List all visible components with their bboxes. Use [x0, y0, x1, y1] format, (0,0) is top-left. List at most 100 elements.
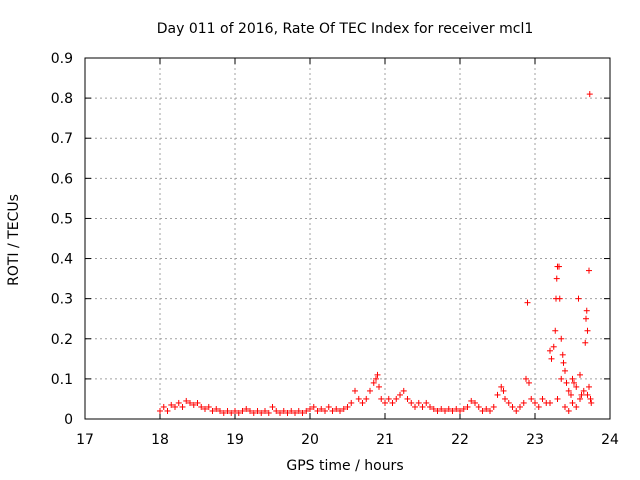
data-point: [558, 375, 565, 382]
data-point: [172, 403, 178, 410]
data-point: [250, 409, 257, 416]
y-tick-label: 0.1: [51, 372, 73, 388]
data-point: [318, 405, 325, 412]
data-point: [505, 399, 512, 406]
x-tick-label: 24: [601, 432, 619, 448]
data-point: [464, 403, 471, 410]
data-point: [220, 409, 227, 416]
data-point: [513, 407, 520, 414]
data-points: [157, 91, 595, 416]
data-point: [583, 307, 590, 314]
x-tick-label: 23: [526, 432, 544, 448]
data-point: [370, 379, 377, 386]
data-point: [483, 405, 490, 412]
data-point: [468, 397, 475, 404]
data-point: [586, 267, 592, 274]
data-point: [498, 383, 505, 390]
y-tick-label: 0.2: [51, 332, 73, 348]
data-point: [389, 399, 396, 406]
data-point: [385, 395, 392, 402]
data-point: [430, 405, 437, 412]
data-point: [445, 405, 452, 412]
data-point: [586, 383, 592, 390]
data-point: [442, 407, 448, 414]
data-point: [500, 387, 507, 394]
data-point: [373, 375, 379, 382]
data-point: [243, 405, 250, 412]
data-point: [548, 355, 555, 362]
data-point: [423, 399, 430, 406]
data-point: [187, 399, 193, 406]
data-point: [277, 409, 283, 416]
data-point: [520, 399, 527, 406]
x-tick-label: 17: [76, 432, 94, 448]
data-point: [575, 295, 582, 302]
y-tick-label: 0.4: [51, 252, 73, 268]
data-point: [563, 379, 570, 386]
data-point: [565, 387, 572, 394]
y-tick-label: 0.3: [51, 292, 73, 308]
y-tick-label: 0.5: [51, 211, 73, 227]
y-tick-label: 0.7: [51, 131, 73, 147]
chart-title: Day 011 of 2016, Rate Of TEC Index for r…: [157, 21, 534, 37]
data-point: [247, 407, 253, 414]
data-point: [359, 399, 366, 406]
data-point: [269, 403, 276, 410]
data-point: [258, 409, 265, 416]
data-point: [322, 407, 328, 414]
data-point: [205, 403, 212, 410]
data-point: [587, 395, 594, 402]
data-point: [582, 339, 589, 346]
data-point: [179, 403, 186, 410]
data-point: [367, 387, 373, 394]
data-point: [552, 327, 559, 334]
data-point: [558, 335, 565, 342]
data-point: [523, 375, 529, 382]
data-point: [194, 399, 201, 406]
data-point: [571, 379, 577, 386]
data-point: [337, 407, 343, 414]
data-point: [580, 387, 587, 394]
data-point: [284, 409, 291, 416]
x-tick-label: 19: [226, 432, 244, 448]
data-point: [583, 315, 589, 322]
data-point: [427, 403, 433, 410]
data-point: [490, 403, 497, 410]
data-point: [209, 407, 216, 414]
data-point: [412, 403, 418, 410]
data-point: [382, 399, 388, 406]
data-point: [547, 347, 553, 354]
data-point: [160, 403, 167, 410]
data-point: [235, 409, 242, 416]
data-point: [556, 295, 563, 302]
data-point: [460, 405, 467, 412]
data-point: [224, 407, 231, 414]
y-axis-label: ROTI / TECUs: [6, 194, 22, 286]
y-tick-label: 0: [64, 412, 73, 428]
data-point: [314, 407, 321, 414]
data-point: [577, 395, 583, 402]
data-point: [535, 403, 542, 410]
grid-lines: [85, 58, 610, 419]
data-point: [307, 405, 313, 412]
data-point: [562, 367, 568, 374]
data-point: [550, 343, 557, 350]
data-point: [584, 327, 591, 334]
data-point: [363, 395, 370, 402]
data-point: [299, 409, 306, 416]
data-point: [280, 407, 287, 414]
data-point: [487, 407, 493, 414]
data-point: [404, 395, 411, 402]
data-point: [310, 403, 317, 410]
data-point: [553, 275, 560, 282]
data-point: [434, 407, 441, 414]
x-tick-label: 20: [301, 432, 319, 448]
data-point: [565, 407, 572, 414]
data-point: [569, 375, 576, 382]
data-point: [198, 403, 205, 410]
data-point: [419, 403, 426, 410]
data-point: [559, 351, 566, 358]
data-point: [438, 405, 445, 412]
x-axis: 17 18 19 20 21 22 23 24: [76, 58, 619, 448]
